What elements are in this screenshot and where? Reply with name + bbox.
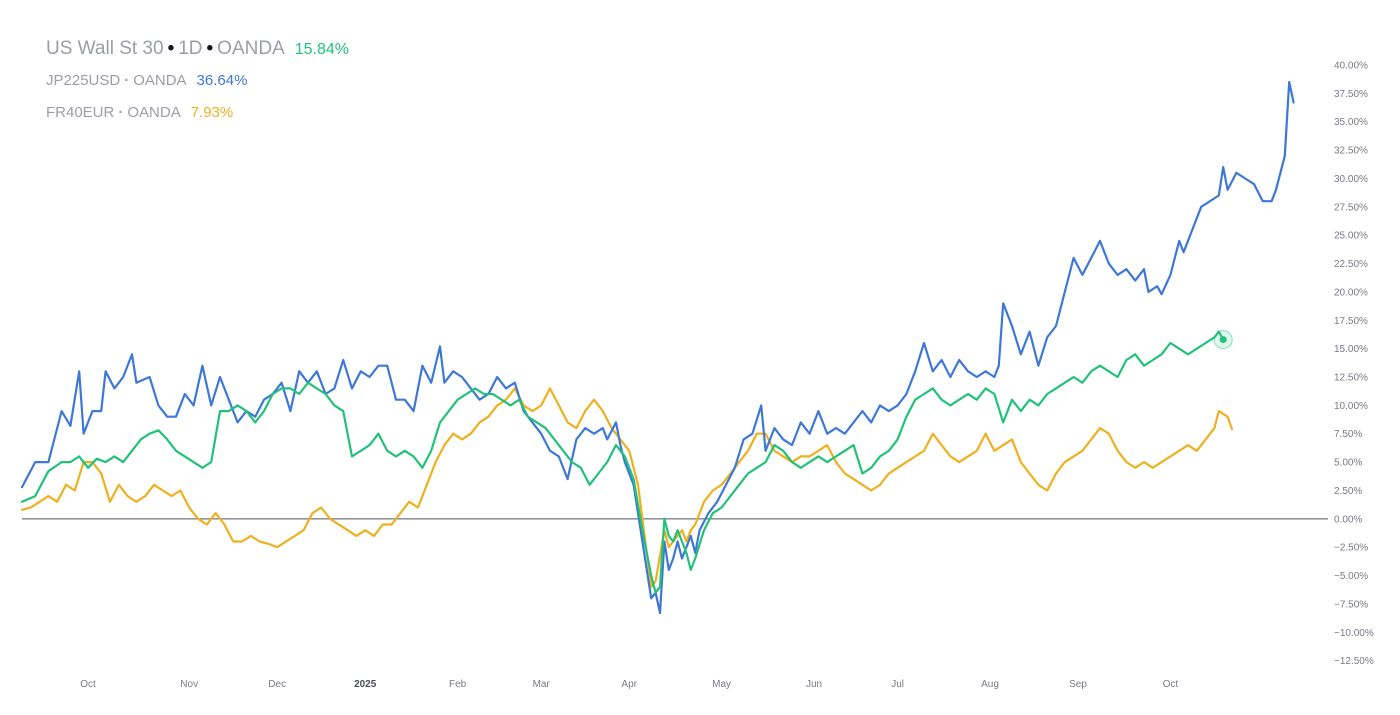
y-tick-label: 5.00%: [1334, 458, 1362, 469]
y-tick-label: 17.50%: [1334, 316, 1368, 327]
x-tick-label: Sep: [1069, 679, 1087, 690]
x-tick-label: Mar: [533, 679, 551, 690]
y-tick-label: 32.50%: [1334, 146, 1368, 157]
y-tick-label: 10.00%: [1334, 401, 1368, 412]
compare-source: OANDA: [127, 103, 181, 121]
last-price-dot: [1219, 336, 1227, 344]
y-tick-label: 12.50%: [1334, 373, 1368, 384]
plot-area[interactable]: [20, 80, 1328, 615]
y-tick-label: −7.50%: [1334, 599, 1368, 610]
legend-compare-series-jp225[interactable]: JP225USD · OANDA 36.64%: [46, 64, 349, 96]
y-tick-label: 37.50%: [1334, 89, 1368, 100]
y-tick-label: 35.00%: [1334, 117, 1368, 128]
series-line-jp225usd[interactable]: [20, 80, 1295, 615]
series-line-us-wall-st-30[interactable]: [20, 330, 1225, 594]
y-tick-label: 15.00%: [1334, 344, 1368, 355]
x-tick-label: Feb: [449, 679, 467, 690]
x-tick-label: May: [712, 679, 731, 690]
y-tick-label: −5.00%: [1334, 571, 1368, 582]
x-tick-label: Jun: [806, 679, 822, 690]
legend-compare-series-fr40[interactable]: FR40EUR · OANDA 7.93%: [46, 96, 349, 128]
compare-symbol[interactable]: JP225USD: [46, 71, 121, 89]
x-tick-label: Apr: [621, 679, 637, 690]
x-tick-label: Oct: [1163, 679, 1179, 690]
time-scale[interactable]: Oct Nov Dec 2025 Feb Mar Apr May Jun Jul Aug Sep Oct: [80, 679, 1178, 690]
main-source: OANDA: [217, 38, 285, 59]
x-tick-label: Dec: [268, 679, 286, 690]
y-tick-label: 30.00%: [1334, 174, 1368, 185]
y-tick-label: 25.00%: [1334, 231, 1368, 242]
main-resolution[interactable]: 1D: [178, 38, 203, 59]
compare-symbol[interactable]: FR40EUR: [46, 103, 115, 121]
separator-dot: •: [206, 38, 214, 59]
series-line-fr40eur[interactable]: [20, 387, 1234, 588]
y-tick-label: −2.50%: [1334, 543, 1368, 554]
chart-legend: US Wall St 30 • 1D • OANDA 15.84% JP225U…: [46, 38, 349, 128]
compare-source: OANDA: [133, 71, 187, 89]
main-symbol[interactable]: US Wall St 30: [46, 38, 164, 59]
y-tick-label: −12.50%: [1334, 656, 1374, 667]
y-tick-label: 20.00%: [1334, 287, 1368, 298]
separator-dot: ·: [124, 71, 130, 89]
y-tick-label: 0.00%: [1334, 514, 1362, 525]
x-tick-label: Oct: [80, 679, 96, 690]
x-tick-label: Nov: [180, 679, 198, 690]
x-tick-label: Aug: [981, 679, 999, 690]
y-tick-label: 7.50%: [1334, 429, 1362, 440]
separator-dot: •: [167, 38, 175, 59]
y-tick-label: −10.00%: [1334, 628, 1374, 639]
x-tick-label: Jul: [891, 679, 904, 690]
separator-dot: ·: [118, 103, 124, 121]
y-tick-label: 22.50%: [1334, 259, 1368, 270]
y-tick-label: 40.00%: [1334, 61, 1368, 72]
compare-change-value: 36.64%: [196, 71, 248, 89]
x-tick-label: 2025: [354, 679, 377, 690]
y-tick-label: 2.50%: [1334, 486, 1362, 497]
y-tick-label: 27.50%: [1334, 202, 1368, 213]
legend-main-series[interactable]: US Wall St 30 • 1D • OANDA 15.84%: [46, 38, 349, 64]
price-scale[interactable]: 40.00% 37.50% 35.00% 32.50% 30.00% 27.50% 25.0…: [1334, 61, 1374, 668]
compare-change-value: 7.93%: [190, 103, 234, 121]
main-change-value: 15.84%: [294, 41, 350, 58]
